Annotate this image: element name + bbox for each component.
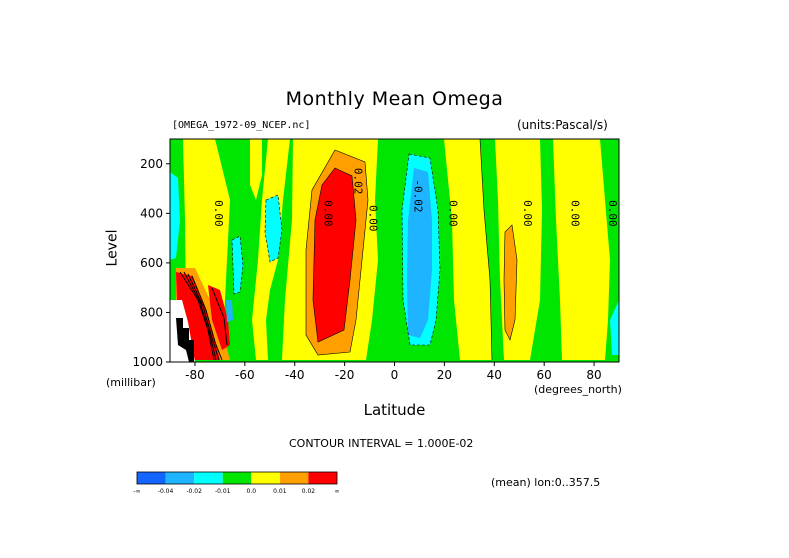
negative-region — [170, 172, 180, 260]
colorbar-swatch — [165, 472, 195, 484]
contour-label: 0.00 — [446, 200, 459, 227]
colorbar-label: -0.01 — [215, 488, 231, 495]
colorbar-swatch — [137, 472, 166, 484]
x-tick-label: -80 — [185, 368, 205, 382]
chart-title: Monthly Mean Omega — [285, 88, 504, 110]
dashed-contour — [401, 153, 441, 346]
colorbar-swatch — [308, 472, 337, 484]
contour-label: 0.00 — [521, 200, 534, 227]
colorbar-swatch — [279, 472, 309, 484]
colorbar-label: -0.04 — [158, 488, 174, 495]
y-axis-units: (millibar) — [106, 376, 156, 389]
y-tick-label: 800 — [140, 305, 163, 319]
x-tick-label: -20 — [335, 368, 355, 382]
solid-contour — [305, 149, 369, 356]
x-tick-label: 0 — [391, 368, 399, 382]
solid-contour — [503, 224, 518, 341]
x-tick-label: 60 — [537, 368, 552, 382]
colorbar-label: 0.01 — [273, 488, 287, 495]
colorbar-swatch — [194, 472, 223, 484]
x-tick-label: 20 — [437, 368, 452, 382]
contour-label: 0.02 — [352, 168, 365, 195]
below-ground — [176, 318, 194, 362]
positive-region — [250, 139, 262, 200]
x-tick-label: 40 — [487, 368, 502, 382]
dashed-contours — [231, 153, 441, 346]
x-tick-label: -60 — [235, 368, 255, 382]
dashed-contour — [231, 235, 244, 295]
x-axis-units: (degrees_north) — [534, 383, 622, 396]
file-label: [OMEGA_1972-09_NCEP.nc] — [172, 120, 311, 131]
contour-label: 0.00 — [606, 200, 619, 227]
y-tick-label: 600 — [140, 256, 163, 270]
colorbar-swatch — [251, 472, 280, 484]
colorbar-label: 0.02 — [302, 488, 316, 495]
y-tick-label: 400 — [140, 206, 163, 220]
x-axis-label: Latitude — [363, 401, 426, 419]
colorbar-label: -0.02 — [186, 488, 202, 495]
red-region — [208, 285, 230, 350]
blue-region — [407, 168, 432, 338]
colorbar-frame — [136, 471, 338, 485]
positive-region — [444, 139, 492, 360]
mean-note: (mean) lon:0..357.5 — [491, 476, 601, 489]
contour-label: 0.00 — [322, 200, 335, 227]
colorbar-label: ∞ — [335, 488, 340, 495]
contour-label: -0.02 — [411, 179, 424, 212]
contour-label: 0.00 — [367, 205, 380, 232]
dashed-contour — [264, 194, 283, 263]
contour-label: 0.00 — [212, 200, 225, 227]
units-label: (units:Pascal/s) — [517, 118, 608, 132]
colorbar-label: -∞ — [133, 488, 140, 495]
y-tick-label: 1000 — [132, 355, 163, 369]
x-tick-label: -40 — [285, 368, 305, 382]
contour-interval-note: CONTOUR INTERVAL = 1.000E-02 — [289, 437, 474, 450]
contour-field — [170, 139, 619, 362]
red-region — [313, 168, 356, 342]
colorbar-label: 0.0 — [247, 488, 257, 495]
negative-region — [265, 195, 282, 262]
colorbar: -∞ -0.04 -0.02 -0.01 0.0 0.01 0.02 ∞ — [133, 471, 340, 495]
x-tick-label: 80 — [586, 368, 601, 382]
contour-labels: 0.00 0.000.020.00-0.020.00 0.00 0.00 0.00 — [212, 168, 619, 232]
positive-region — [553, 139, 610, 360]
contour-label: 0.00 — [569, 200, 582, 227]
colorbar-swatch — [222, 472, 252, 484]
blue-region — [226, 300, 233, 322]
background-fill — [170, 139, 619, 362]
axis-ticks: -80 -60 -40 -20 0 20 40 60 80 200 400 600 800 1000 — [132, 157, 601, 382]
y-tick-label: 200 — [140, 157, 163, 171]
negative-region — [232, 236, 243, 294]
contour-cluster — [179, 271, 228, 361]
orange-region — [504, 225, 517, 340]
solid-contour — [312, 167, 357, 343]
negative-region — [610, 300, 619, 355]
